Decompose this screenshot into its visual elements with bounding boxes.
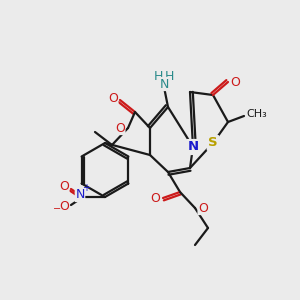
Text: O: O (198, 202, 208, 214)
Text: N: N (75, 188, 85, 202)
Text: S: S (208, 136, 218, 149)
Text: H: H (164, 70, 174, 83)
Text: O: O (108, 92, 118, 106)
Text: O: O (59, 181, 69, 194)
Text: O: O (230, 76, 240, 88)
Text: O: O (59, 200, 69, 214)
Text: O: O (150, 191, 160, 205)
Text: N: N (159, 77, 169, 91)
Text: N: N (188, 140, 199, 154)
Text: O: O (115, 122, 125, 134)
Text: H: H (153, 70, 163, 83)
Text: +: + (82, 183, 90, 193)
Text: CH₃: CH₃ (247, 109, 267, 119)
Text: −: − (53, 204, 61, 214)
